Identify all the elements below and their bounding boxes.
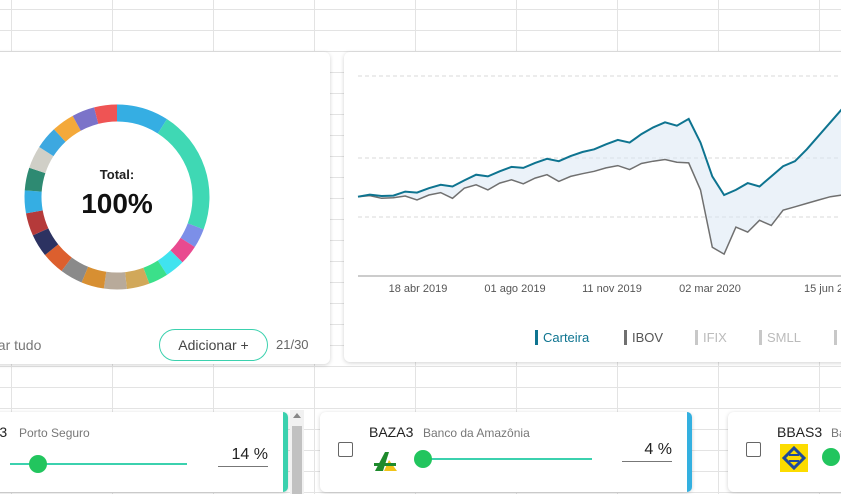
donut-segment[interactable]	[25, 210, 49, 236]
legend-label: IFIX	[703, 330, 727, 345]
card-color-indicator	[687, 412, 692, 492]
allocation-slider-thumb[interactable]	[414, 450, 432, 468]
legend-marker	[834, 330, 837, 345]
donut-segment[interactable]	[81, 266, 107, 289]
donut-segment[interactable]	[103, 271, 127, 290]
bb-logo-icon	[780, 444, 808, 472]
donut-center: Total: 100%	[20, 100, 214, 294]
donut-chart	[24, 104, 210, 290]
asset-count: 21/30	[276, 337, 309, 352]
x-tick-label: 01 ago 2019	[484, 283, 545, 295]
allocation-percent-input[interactable]: 4 %	[622, 441, 672, 462]
allocation-donut: Total: 100%	[20, 100, 214, 294]
add-asset-button[interactable]: Adicionar +	[159, 329, 268, 361]
allocation-slider-thumb[interactable]	[29, 455, 47, 473]
donut-segment[interactable]	[94, 104, 118, 124]
scroll-up-icon[interactable]	[293, 413, 301, 418]
x-tick-label: 02 mar 2020	[679, 283, 741, 295]
asset-card: A3 Porto Seguro 14 %	[0, 412, 288, 492]
asset-ticker: BBAS3	[777, 424, 823, 440]
asset-company: Porto Seguro	[19, 426, 90, 440]
allocation-slider-track[interactable]	[10, 463, 187, 465]
select-all-link[interactable]: nar tudo	[0, 337, 42, 353]
donut-segment[interactable]	[157, 250, 183, 275]
total-value: 100%	[81, 188, 153, 219]
asset-card: BAZA3 Banco da Amazônia 4 %	[320, 412, 692, 492]
legend-item-smll[interactable]: SMLL	[759, 330, 801, 345]
allocation-card: Total: 100% nar tudo Adicionar + 21/30	[0, 52, 330, 364]
asset-company: Banco da Amazônia	[423, 426, 530, 440]
donut-segment[interactable]	[157, 119, 210, 230]
legend-item-more[interactable]	[834, 330, 841, 345]
donut-segment[interactable]	[44, 244, 72, 272]
performance-line-chart: 18 abr 2019 01 ago 2019 11 nov 2019 02 mar …	[357, 75, 841, 295]
allocation-percent-input[interactable]: 14 %	[218, 446, 268, 467]
total-label: Total:	[99, 167, 135, 182]
series-line-carteira	[357, 108, 841, 198]
asset-ticker: A3	[0, 424, 8, 440]
legend-label: Carteira	[543, 330, 590, 345]
donut-segment[interactable]	[170, 237, 195, 263]
asset-card: BBAS3 Ba	[728, 412, 841, 492]
asset-checkbox[interactable]	[746, 442, 761, 457]
donut-segment[interactable]	[24, 167, 46, 192]
asset-ticker: BAZA3	[369, 424, 414, 440]
card-color-indicator	[283, 412, 288, 492]
donut-segment[interactable]	[24, 190, 43, 214]
donut-segment[interactable]	[53, 115, 82, 142]
donut-segment[interactable]	[39, 129, 66, 157]
asset-checkbox[interactable]	[338, 442, 353, 457]
legend-label: IBOV	[632, 330, 664, 345]
donut-segment[interactable]	[72, 107, 99, 131]
donut-segment[interactable]	[180, 223, 204, 248]
donut-segment[interactable]	[29, 146, 54, 174]
allocation-slider-thumb[interactable]	[822, 448, 840, 466]
carteira-area	[358, 110, 841, 255]
legend-item-carteira[interactable]: Carteira	[535, 330, 589, 345]
scroll-thumb[interactable]	[292, 426, 302, 494]
legend-marker	[535, 330, 538, 345]
legend-label: SMLL	[767, 330, 801, 345]
legend-item-ifix[interactable]: IFIX	[695, 330, 727, 345]
chart-legend: Carteira IBOV IFIX SMLL	[344, 330, 841, 350]
donut-segment[interactable]	[143, 260, 168, 284]
legend-marker	[759, 330, 762, 345]
donut-segment[interactable]	[61, 257, 89, 283]
legend-item-ibov[interactable]: IBOV	[624, 330, 663, 345]
legend-marker	[624, 330, 627, 345]
x-tick-label: 15 jun 202	[804, 283, 841, 295]
donut-segment[interactable]	[116, 104, 168, 134]
legend-marker	[695, 330, 698, 345]
donut-segment[interactable]	[32, 228, 59, 256]
scrollbar[interactable]	[290, 410, 304, 494]
donut-segment[interactable]	[124, 267, 150, 289]
baza-logo-icon	[374, 452, 397, 471]
performance-chart-card: 18 abr 2019 01 ago 2019 11 nov 2019 02 mar …	[344, 52, 841, 362]
asset-company: Ba	[831, 426, 841, 440]
series-line-ibov	[357, 158, 841, 256]
x-tick-label: 11 nov 2019	[582, 283, 642, 295]
x-tick-label: 18 abr 2019	[389, 283, 448, 295]
allocation-slider-track[interactable]	[424, 458, 592, 460]
